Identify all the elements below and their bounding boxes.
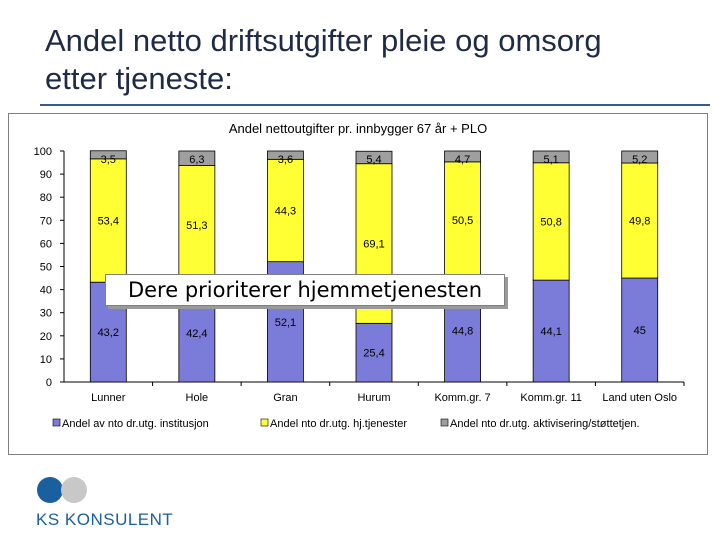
y-tick-label: 80: [40, 192, 52, 204]
bar-aktivisering-6: [621, 150, 659, 164]
data-label-hjemmetjenester-5: 50,8: [540, 216, 561, 228]
bar-aktivisering-3: [355, 150, 393, 165]
data-label-aktivisering-3: 5,4: [366, 154, 381, 166]
bar-aktivisering-4: [444, 150, 481, 163]
x-category-label-5: Komm.gr. 11: [520, 392, 582, 404]
bar-institusjon-3: [355, 322, 393, 383]
data-label-aktivisering-1: 6,3: [189, 154, 204, 166]
x-category-label-2: Gran: [273, 392, 297, 404]
data-label-institusjon-6: 45: [634, 325, 646, 337]
data-label-hjemmetjenester-1: 51,3: [186, 220, 207, 232]
x-category-label-4: Komm.gr. 7: [434, 392, 490, 404]
bar-hjemmetjenester-4: [444, 161, 481, 279]
x-category-label-3: Hurum: [357, 392, 390, 404]
y-tick-label: 100: [34, 146, 52, 158]
y-tick-label: 20: [40, 331, 52, 343]
chart-title: Andel nettoutgifter pr. innbygger 67 år …: [229, 121, 487, 136]
bar-institusjon-6: [621, 277, 659, 383]
data-label-hjemmetjenester-6: 49,8: [629, 216, 650, 228]
bar-aktivisering-0: [89, 150, 127, 160]
callout-box: Dere prioriterer hjemmetjenesten: [105, 274, 505, 306]
y-tick-label: 40: [40, 285, 52, 297]
y-tick-label: 50: [40, 262, 52, 274]
legend-label-aktivisering: Andel nto dr.utg. aktivisering/støttetje…: [450, 418, 640, 430]
legend-swatch-hjemmetjenester: [260, 418, 269, 427]
y-tick-label: 0: [46, 377, 52, 389]
y-tick-label: 30: [40, 308, 52, 320]
data-label-institusjon-0: 43,2: [98, 327, 119, 339]
bar-hjemmetjenester-1: [178, 165, 216, 285]
y-tick-label: 70: [40, 215, 52, 227]
y-tick-label: 90: [40, 169, 52, 181]
slide-title: Andel netto driftsutgifter pleie og omso…: [45, 22, 705, 98]
bar-aktivisering-2: [267, 150, 304, 160]
data-label-institusjon-4: 44,8: [452, 325, 473, 337]
bar-aktivisering-5: [532, 150, 570, 164]
legend-label-institusjon: Andel av nto dr.utg. institusjon: [62, 418, 209, 430]
data-label-aktivisering-0: 3,5: [101, 154, 116, 166]
data-label-institusjon-3: 25,4: [363, 348, 384, 360]
data-label-aktivisering-2: 3,6: [278, 154, 293, 166]
data-label-aktivisering-5: 5,1: [543, 154, 558, 166]
x-category-label-0: Lunner: [91, 392, 126, 404]
x-category-label-6: Land uten Oslo: [602, 392, 677, 404]
data-label-institusjon-2: 52,1: [275, 317, 296, 329]
y-tick-label: 60: [40, 238, 52, 250]
data-label-institusjon-1: 42,4: [186, 328, 207, 340]
logo-text: KS KONSULENT: [36, 510, 174, 529]
data-label-hjemmetjenester-4: 50,5: [452, 215, 473, 227]
data-label-hjemmetjenester-3: 69,1: [363, 239, 384, 251]
y-tick-label: 10: [40, 354, 52, 366]
ks-konsulent-logo: KS KONSULENT: [36, 474, 176, 534]
bar-institusjon-5: [532, 279, 570, 383]
data-label-institusjon-5: 44,1: [540, 326, 561, 338]
title-divider: [40, 104, 710, 106]
data-label-aktivisering-4: 4,7: [455, 154, 470, 166]
logo-circles-icon: [37, 477, 87, 503]
legend-swatch-aktivisering: [440, 418, 449, 427]
x-category-label-1: Hole: [186, 392, 209, 404]
slide-title-line2: etter tjeneste:: [45, 61, 233, 96]
slide-title-line1: Andel netto driftsutgifter pleie og omso…: [45, 23, 602, 58]
legend-label-hjemmetjenester: Andel nto dr.utg. hj.tjenester: [270, 418, 407, 430]
data-label-hjemmetjenester-0: 53,4: [98, 216, 119, 228]
bar-hjemmetjenester-5: [532, 162, 570, 281]
data-label-hjemmetjenester-2: 44,3: [275, 205, 296, 217]
bar-aktivisering-1: [178, 150, 216, 166]
legend-swatch-institusjon: [52, 418, 61, 427]
data-label-aktivisering-6: 5,2: [632, 154, 647, 166]
